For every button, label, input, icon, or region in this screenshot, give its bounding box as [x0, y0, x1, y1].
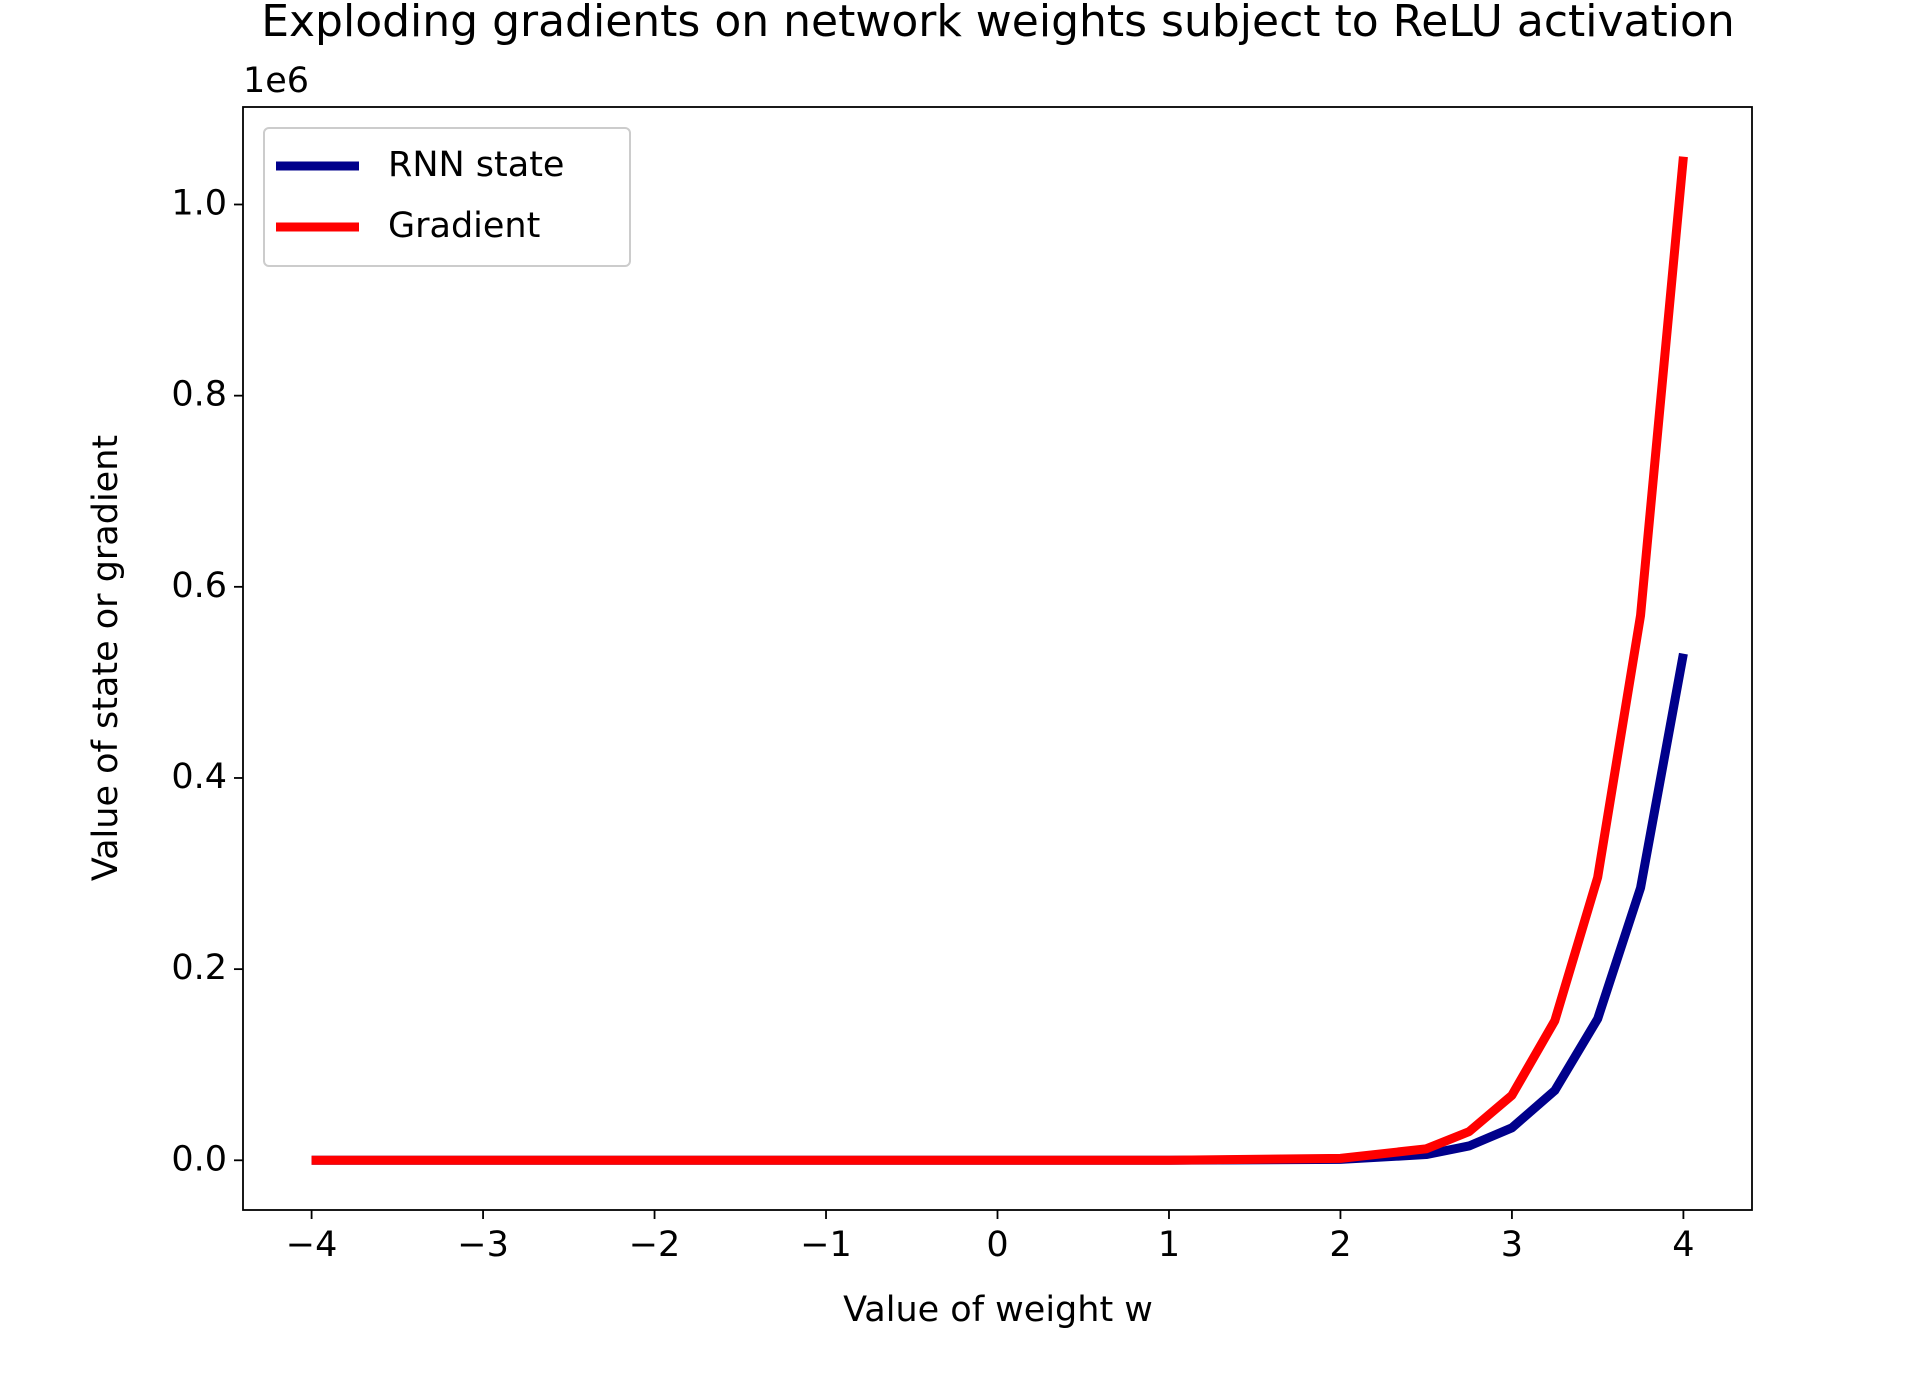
- y-offset-label: 1e6: [243, 61, 309, 101]
- plot-frame: [242, 106, 1753, 1211]
- chart-title: Exploding gradients on network weights s…: [261, 0, 1735, 47]
- legend-label: RNN state: [388, 145, 564, 185]
- x-tick-label: −2: [629, 1225, 681, 1265]
- x-tick-label: −3: [457, 1225, 509, 1265]
- y-tick-label: 0.0: [171, 1139, 227, 1179]
- x-tick-label: 0: [986, 1225, 1008, 1265]
- series-line: [311, 156, 1688, 1165]
- x-tick-label: 1: [1158, 1225, 1180, 1265]
- legend-label: Gradient: [388, 206, 540, 246]
- x-tick-label: 2: [1329, 1225, 1351, 1265]
- series-line: [311, 652, 1688, 1165]
- y-tick-label: 0.4: [171, 757, 227, 797]
- x-tick-label: −1: [800, 1225, 852, 1265]
- x-axis-label: Value of weight w: [843, 1290, 1153, 1330]
- x-tick-label: 4: [1672, 1225, 1694, 1265]
- y-axis-label: Value of state or gradient: [86, 435, 126, 881]
- x-tick-label: −4: [286, 1225, 338, 1265]
- y-tick-label: 0.2: [171, 948, 227, 988]
- y-tick-label: 1.0: [171, 183, 227, 223]
- y-tick-label: 0.8: [171, 375, 227, 415]
- x-tick-label: 3: [1501, 1225, 1523, 1265]
- y-tick-label: 0.6: [171, 566, 227, 606]
